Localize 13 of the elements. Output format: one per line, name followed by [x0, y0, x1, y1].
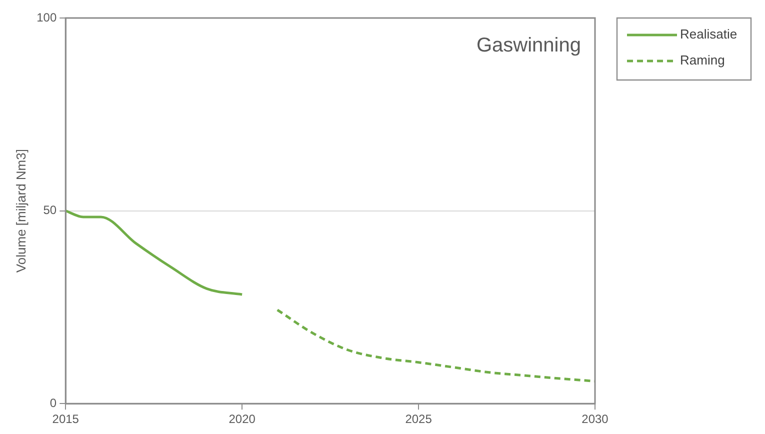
line-series: [66, 210, 244, 296]
y-tick-label: 0: [50, 396, 57, 410]
legend-label: Raming: [680, 52, 725, 68]
line-series: [276, 308, 595, 382]
y-axis-title: Volume [miljard Nm3]: [13, 149, 28, 273]
x-tick-label: 2015: [52, 412, 80, 426]
x-tick-label: 2030: [582, 412, 609, 426]
x-tick-label: 2020: [228, 412, 256, 426]
y-tick-label: 50: [43, 203, 57, 218]
legend-label: Realisatie: [680, 26, 738, 42]
text: Gaswinning: [476, 34, 581, 57]
x-tick-label: 2025: [405, 412, 432, 426]
y-tick-label: 100: [36, 10, 57, 24]
